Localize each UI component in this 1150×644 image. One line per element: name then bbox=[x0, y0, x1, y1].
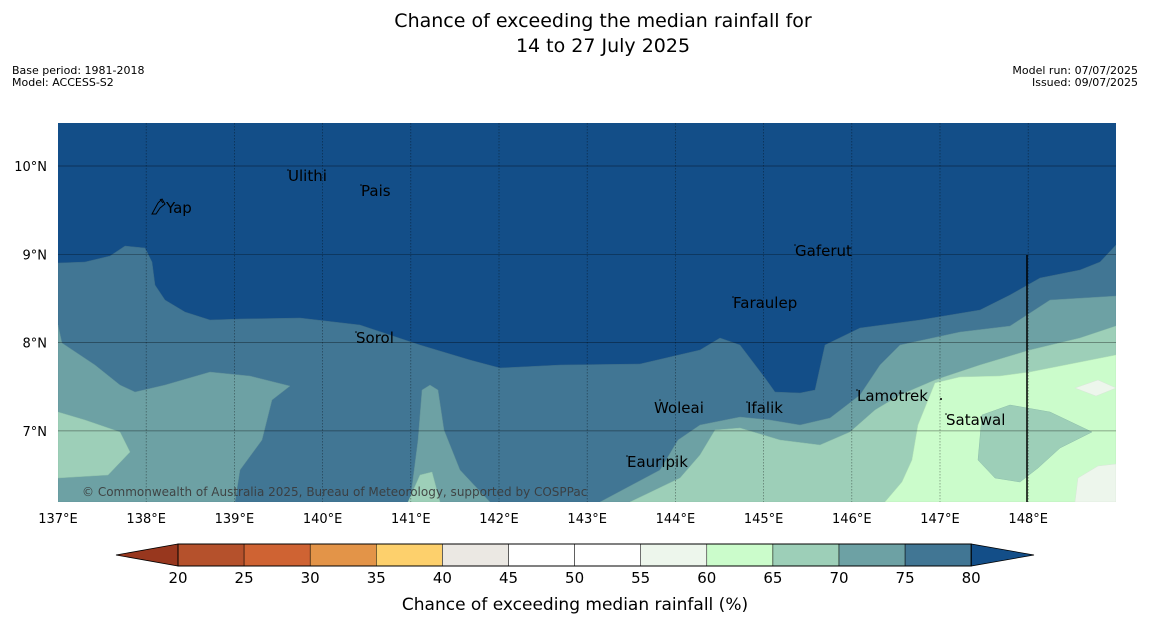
lat-tick-label: 8°N bbox=[23, 337, 48, 352]
latitude-labels: 10°N 9°N 8°N 7°N bbox=[14, 160, 47, 440]
colorbar-extend-low bbox=[115, 543, 179, 567]
island-dots bbox=[287, 169, 947, 457]
colorbar-frame bbox=[177, 543, 972, 567]
colorbar-tick-label: 45 bbox=[499, 569, 518, 587]
colorbar-tick-label: 70 bbox=[829, 569, 848, 587]
lon-tick-label: 138°E bbox=[126, 512, 166, 527]
colorbar-tick-label: 60 bbox=[697, 569, 716, 587]
colorbar-bin bbox=[177, 543, 245, 567]
lon-tick-label: 139°E bbox=[215, 512, 255, 527]
colorbar-tick-label: 20 bbox=[168, 569, 187, 587]
issued-date: Issued: 09/07/2025 bbox=[1031, 76, 1138, 89]
place-gaferut: Gaferut bbox=[795, 242, 852, 260]
colorbar-bin bbox=[838, 543, 906, 567]
colorbar-bin bbox=[243, 543, 311, 567]
region-65-70 bbox=[58, 325, 1116, 502]
colorbar bbox=[115, 543, 1035, 567]
place-pais: Pais bbox=[361, 182, 391, 200]
lon-tick-label: 144°E bbox=[656, 512, 696, 527]
colorbar-tick-label: 30 bbox=[301, 569, 320, 587]
map-title: Chance of exceeding the median rainfall … bbox=[0, 9, 1150, 59]
colorbar-tick-label: 35 bbox=[367, 569, 386, 587]
lon-tick-label: 141°E bbox=[391, 512, 431, 527]
lon-tick-label: 145°E bbox=[744, 512, 784, 527]
colorbar-tick-label: 40 bbox=[433, 569, 452, 587]
meta-left: Base period: 1981-2018 Model: ACCESS-S2 bbox=[12, 65, 144, 89]
region-55-60 bbox=[1074, 379, 1116, 502]
colorbar-tick-label: 65 bbox=[763, 569, 782, 587]
colorbar-tick-label: 80 bbox=[962, 569, 981, 587]
colorbar-label: Chance of exceeding median rainfall (%) bbox=[402, 595, 748, 615]
model-run: Model run: 07/07/2025 bbox=[1012, 64, 1138, 77]
place-yap: Yap bbox=[165, 199, 192, 217]
colorbar-extend-high bbox=[970, 543, 1035, 567]
lat-tick-label: 9°N bbox=[23, 248, 48, 263]
copyright-note: © Commonwealth of Australia 2025, Bureau… bbox=[82, 485, 587, 499]
colorbar-bin bbox=[376, 543, 443, 567]
map-area[interactable] bbox=[58, 123, 1116, 502]
colorbar-bin bbox=[706, 543, 774, 567]
colorbar-bin bbox=[640, 543, 708, 567]
yap-coastline bbox=[151, 198, 166, 215]
place-woleai: Woleai bbox=[654, 399, 704, 417]
lat-tick-label: 10°N bbox=[14, 160, 47, 175]
colorbar-bin bbox=[574, 543, 641, 567]
gridlines bbox=[58, 123, 1116, 502]
base-period: Base period: 1981-2018 bbox=[12, 64, 145, 77]
lon-tick-label: 140°E bbox=[303, 512, 343, 527]
colorbar-bin bbox=[904, 543, 972, 567]
title-line-1: Chance of exceeding the median rainfall … bbox=[394, 10, 812, 32]
colorbar-tick-label: 55 bbox=[631, 569, 650, 587]
colorbar-bin bbox=[442, 543, 509, 567]
colorbar-bin bbox=[772, 543, 840, 567]
lon-tick-label: 143°E bbox=[567, 512, 607, 527]
place-ulithi: Ulithi bbox=[288, 167, 327, 185]
place-satawal: Satawal bbox=[946, 411, 1005, 429]
colorbar-tick-labels: 20 25 30 35 40 45 50 55 60 65 70 75 80 bbox=[168, 569, 980, 587]
lat-tick-label: 7°N bbox=[23, 425, 48, 440]
place-sorol: Sorol bbox=[356, 329, 394, 347]
lon-tick-label: 142°E bbox=[479, 512, 519, 527]
place-faraulep: Faraulep bbox=[733, 294, 797, 312]
colorbar-bin bbox=[309, 543, 377, 567]
colorbar-tick-label: 75 bbox=[896, 569, 915, 587]
longitude-labels: 137°E 138°E 139°E 140°E 141°E 142°E 143°E 144°E… bbox=[38, 512, 1048, 527]
lon-tick-label: 137°E bbox=[38, 512, 78, 527]
title-line-2: 14 to 27 July 2025 bbox=[515, 35, 691, 57]
region-65-70-pocket bbox=[977, 404, 1093, 483]
lon-tick-label: 147°E bbox=[920, 512, 960, 527]
lon-tick-label: 148°E bbox=[1008, 512, 1048, 527]
lon-tick-label: 146°E bbox=[832, 512, 872, 527]
place-lamotrek: Lamotrek bbox=[857, 387, 928, 405]
place-ifalik: Ifalik bbox=[747, 399, 783, 417]
colorbar-bin bbox=[508, 543, 575, 567]
place-eauripik: Eauripik bbox=[627, 453, 688, 471]
model-name: Model: ACCESS-S2 bbox=[12, 76, 114, 89]
colorbar-tick-label: 50 bbox=[565, 569, 584, 587]
place-labels: Ulithi Pais Yap Gaferut Faraulep Sorol L… bbox=[165, 167, 1005, 471]
colorbar-tick-label: 25 bbox=[235, 569, 254, 587]
meta-right: Model run: 07/07/2025 Issued: 09/07/2025 bbox=[1012, 65, 1138, 89]
